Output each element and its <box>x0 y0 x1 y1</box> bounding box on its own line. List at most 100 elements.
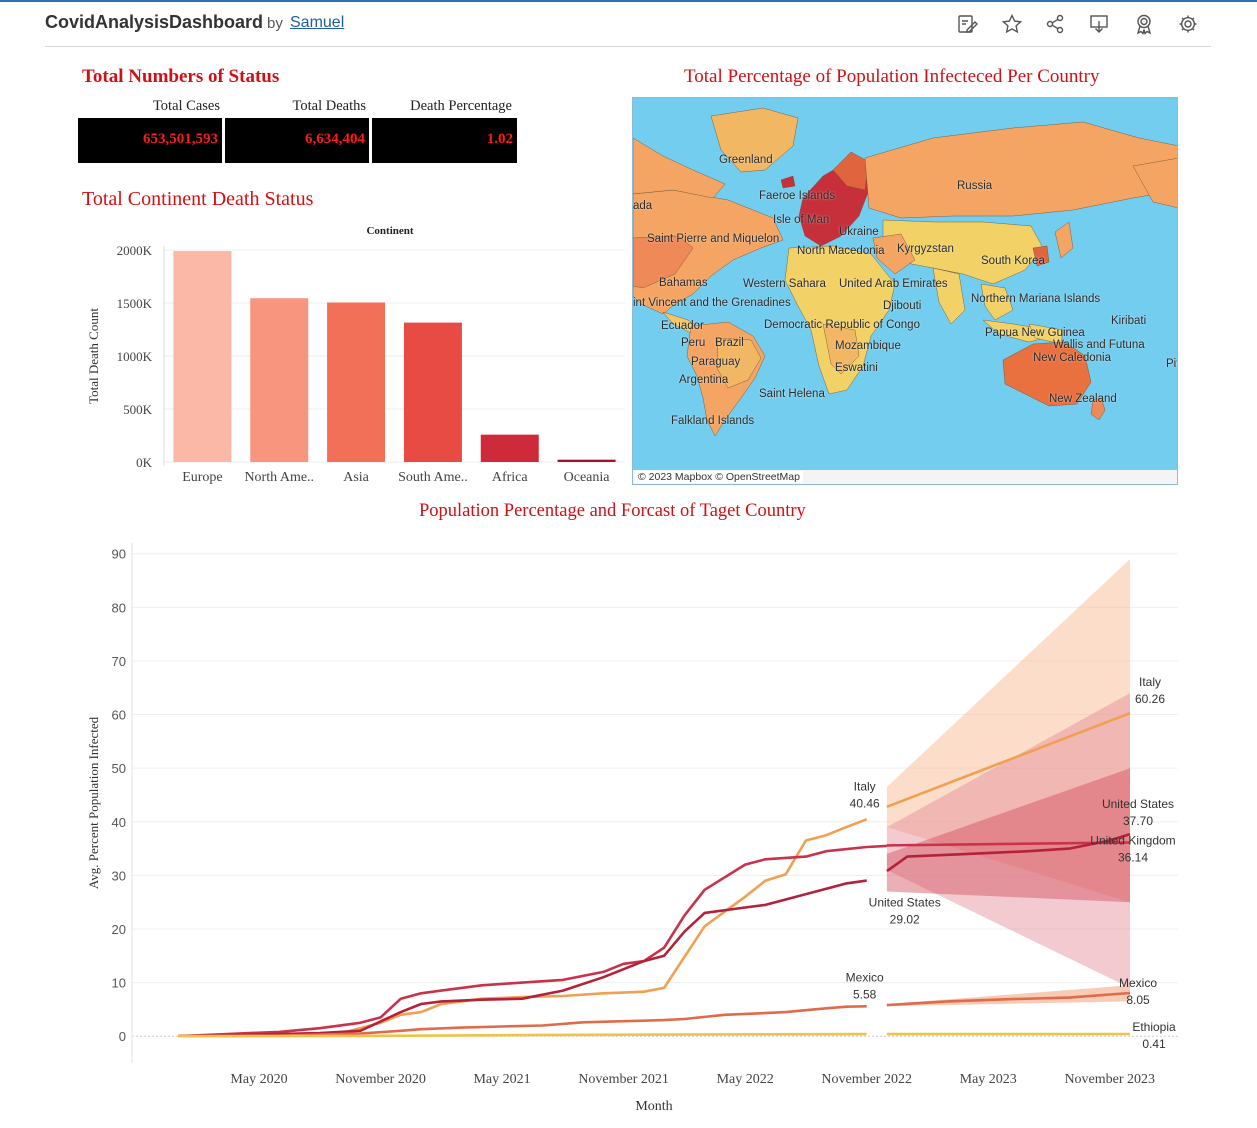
x-tick-label: North Ame.. <box>244 470 314 485</box>
y-tick-label: 30 <box>112 868 126 883</box>
map-country-label: New Caledonia <box>1033 352 1111 364</box>
map-country-label: Peru <box>681 337 706 349</box>
map-attribution[interactable]: © 2023 Mapbox © OpenStreetMap <box>635 471 803 483</box>
x-tick-label: Europe <box>182 470 222 485</box>
star-icon[interactable] <box>1001 13 1023 35</box>
map-country-label: Brazil <box>715 337 744 349</box>
map-country-label: South Korea <box>981 255 1045 267</box>
map-country-label: int Vincent and the Grenadines <box>633 297 791 309</box>
y-tick-label: 2000K <box>117 243 153 258</box>
x-tick-label: May 2023 <box>960 1072 1017 1087</box>
end-value-ethiopia: 0.41 <box>1142 1037 1166 1051</box>
end-value-united-kingdom: 36.14 <box>1118 850 1148 864</box>
end-label-united-kingdom: United Kingdom <box>1090 833 1175 847</box>
map-title: Total Percentage of Population Infectece… <box>684 66 1100 87</box>
bar-4 <box>480 434 539 462</box>
end-label-italy: Italy <box>1139 675 1161 689</box>
download-icon[interactable] <box>1088 13 1110 35</box>
actual-value-mexico: 5.58 <box>853 987 877 1001</box>
share-icon[interactable] <box>1044 13 1066 35</box>
y-tick-label: 10 <box>112 976 126 991</box>
x-tick-label: May 2020 <box>230 1072 287 1087</box>
bar-0 <box>173 251 232 462</box>
y-tick-label: 50 <box>112 761 126 776</box>
author-link[interactable]: Samuel <box>290 14 345 31</box>
kpi-header-total-deaths: Total Deaths <box>292 98 366 114</box>
map-country-label: Ukraine <box>839 226 879 238</box>
y-tick-label: 500K <box>123 402 153 417</box>
map-country-label: Northern Mariana Islands <box>971 293 1101 305</box>
infection-world-map[interactable]: Greenland Russia Faeroe Islands Isle of Man… <box>632 97 1178 485</box>
settings-icon[interactable] <box>1177 13 1199 35</box>
edit-icon[interactable] <box>956 13 978 35</box>
map-country-label: Paraguay <box>691 356 741 368</box>
map-country-label: North Macedonia <box>797 245 885 257</box>
line-actual-ethiopia <box>177 1032 867 1038</box>
actual-label-italy: Italy <box>854 779 876 793</box>
forecast-band-united-states <box>886 768 1130 903</box>
map-country-label: Isle of Man <box>773 214 830 226</box>
x-tick-label: November 2023 <box>1064 1072 1155 1087</box>
map-country-label: Faeroe Islands <box>759 190 836 202</box>
map-country-label: Mozambique <box>835 340 901 352</box>
line-forecast-united-states <box>886 832 1131 873</box>
y-tick-label: 0 <box>119 1029 126 1044</box>
x-tick-label: Oceania <box>564 470 611 485</box>
map-country-label: Saint Pierre and Miquelon <box>647 233 780 245</box>
actual-label-mexico: Mexico <box>846 970 884 984</box>
y-axis-label: Avg. Percent Population Infected <box>86 716 101 889</box>
map-country-label: Kiribati <box>1111 315 1147 327</box>
continent-death-bar-chart: Continent 0K 500K 1000K 1500K 2000K Total Deat… <box>86 225 625 485</box>
map-country-label: Bahamas <box>659 277 708 289</box>
actual-value-united-states: 29.02 <box>890 913 920 927</box>
x-tick-label: May 2021 <box>473 1072 530 1087</box>
map-country-label: Greenland <box>719 154 773 166</box>
map-country-label: Western Sahara <box>743 278 826 290</box>
kpi-total-deaths: 6,634,404 <box>225 118 369 163</box>
line-actual-united-states <box>177 879 867 1038</box>
end-label-mexico: Mexico <box>1119 976 1157 990</box>
dashboard-header: CovidAnalysisDashboard by Samuel <box>45 10 1211 47</box>
x-tick-label: Africa <box>492 470 529 485</box>
y-tick-label: 60 <box>112 708 126 723</box>
line-actual-italy <box>177 818 868 1038</box>
top-accent-line <box>0 0 1257 2</box>
dashboard-title: CovidAnalysisDashboard <box>45 12 264 32</box>
bar-5 <box>557 459 616 462</box>
x-tick-label: May 2022 <box>717 1072 774 1087</box>
bar-chart-title: Continent <box>366 225 413 237</box>
kpi-header-death-percentage: Death Percentage <box>410 98 512 114</box>
line-actual-mexico <box>177 1005 867 1038</box>
badge-icon[interactable] <box>1133 13 1155 35</box>
map-country-label: Papua New Guinea <box>985 327 1085 339</box>
continent-death-title: Total Continent Death Status <box>82 188 314 210</box>
map-country-label: Wallis and Futuna <box>1053 339 1145 351</box>
line-forecast-united-kingdom <box>886 841 1131 847</box>
y-tick-label: 70 <box>112 654 126 669</box>
map-country-label: Russia <box>957 180 993 192</box>
y-tick-label: 90 <box>112 547 126 562</box>
y-tick-label: 1000K <box>117 349 153 364</box>
bar-1 <box>250 298 309 462</box>
map-country-label: Ecuador <box>661 320 704 332</box>
x-tick-label: South Ame.. <box>398 470 468 485</box>
x-tick-label: November 2021 <box>578 1072 669 1087</box>
y-tick-label: 1500K <box>117 296 153 311</box>
kpi-total-cases: 653,501,593 <box>78 118 222 163</box>
map-country-label: Djibouti <box>883 300 922 312</box>
status-title: Total Numbers of Status <box>82 66 280 87</box>
end-value-italy: 60.26 <box>1135 692 1165 706</box>
map-country-label: Saint Helena <box>759 388 825 400</box>
map-country-label: Falkland Islands <box>671 415 755 427</box>
actual-label-united-states: United States <box>869 896 941 910</box>
forecast-chart-title: Population Percentage and Forcast of Tag… <box>419 501 806 521</box>
y-axis-label: Total Death Count <box>86 308 101 404</box>
end-value-united-states: 37.70 <box>1123 814 1153 828</box>
map-country-label: Argentina <box>679 374 729 386</box>
y-tick-label: 80 <box>112 600 126 615</box>
y-tick-label: 20 <box>112 922 126 937</box>
line-forecast-italy <box>886 711 1131 809</box>
actual-value-italy: 40.46 <box>850 796 880 810</box>
x-tick-label: November 2022 <box>821 1072 912 1087</box>
y-tick-label: 0K <box>136 455 153 470</box>
